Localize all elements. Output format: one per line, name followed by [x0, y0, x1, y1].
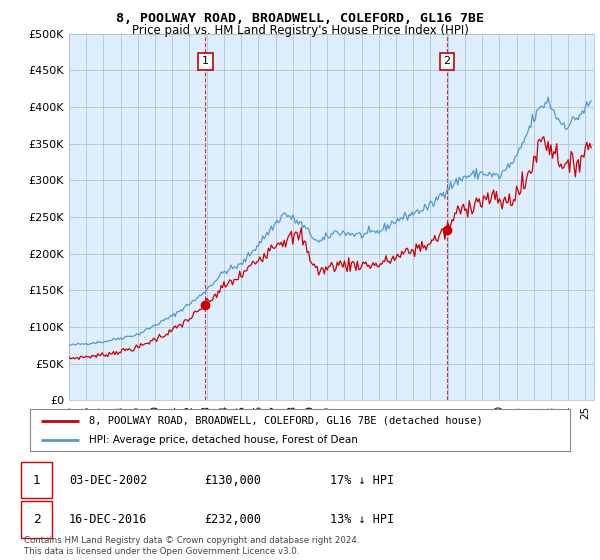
Text: 17% ↓ HPI: 17% ↓ HPI	[330, 474, 394, 487]
Text: 2: 2	[32, 513, 41, 526]
Text: 1: 1	[32, 474, 41, 487]
Text: 03-DEC-2002: 03-DEC-2002	[69, 474, 148, 487]
Text: 8, POOLWAY ROAD, BROADWELL, COLEFORD, GL16 7BE: 8, POOLWAY ROAD, BROADWELL, COLEFORD, GL…	[116, 12, 484, 25]
Text: 13% ↓ HPI: 13% ↓ HPI	[330, 513, 394, 526]
Text: 2: 2	[443, 57, 451, 67]
Text: 16-DEC-2016: 16-DEC-2016	[69, 513, 148, 526]
Text: £232,000: £232,000	[204, 513, 261, 526]
Text: 8, POOLWAY ROAD, BROADWELL, COLEFORD, GL16 7BE (detached house): 8, POOLWAY ROAD, BROADWELL, COLEFORD, GL…	[89, 416, 483, 426]
Text: Contains HM Land Registry data © Crown copyright and database right 2024.
This d: Contains HM Land Registry data © Crown c…	[24, 536, 359, 556]
Text: Price paid vs. HM Land Registry's House Price Index (HPI): Price paid vs. HM Land Registry's House …	[131, 24, 469, 37]
Text: HPI: Average price, detached house, Forest of Dean: HPI: Average price, detached house, Fore…	[89, 435, 358, 445]
Text: 1: 1	[202, 57, 209, 67]
Text: £130,000: £130,000	[204, 474, 261, 487]
